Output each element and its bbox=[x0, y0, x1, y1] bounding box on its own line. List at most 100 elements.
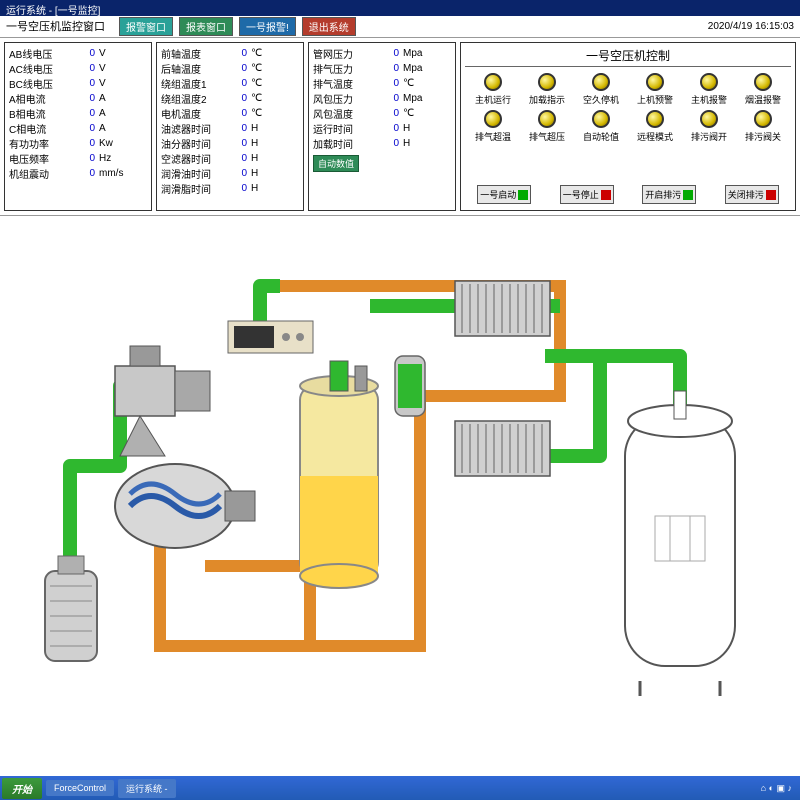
data-unit: H bbox=[251, 168, 279, 179]
led-icon bbox=[592, 110, 610, 128]
data-value: 0 bbox=[221, 48, 251, 59]
task-item[interactable]: 运行系统 - bbox=[118, 779, 176, 798]
data-unit: H bbox=[251, 183, 279, 194]
data-unit: H bbox=[403, 138, 431, 149]
data-value: 0 bbox=[373, 93, 403, 104]
auto-value-button[interactable]: 自动数值 bbox=[313, 155, 359, 172]
start-button[interactable]: 开始 bbox=[2, 778, 42, 799]
data-row: 加载时间0H bbox=[313, 136, 451, 151]
led-label: 自动轮值 bbox=[575, 130, 627, 143]
inlet-valve-icon bbox=[115, 346, 210, 456]
led-icon bbox=[646, 110, 664, 128]
data-value: 0 bbox=[373, 63, 403, 74]
data-row: 油分器时间0H bbox=[161, 136, 299, 151]
data-row: A相电流0A bbox=[9, 91, 147, 106]
data-unit: ℃ bbox=[403, 78, 431, 89]
data-label: 后轴温度 bbox=[161, 61, 221, 76]
data-label: 运行时间 bbox=[313, 121, 373, 136]
led-label: 排污阀开 bbox=[683, 130, 735, 143]
nav-warning-button[interactable]: 一号报警! bbox=[239, 17, 296, 36]
data-label: 油分器时间 bbox=[161, 136, 221, 151]
nav-alarm-button[interactable]: 报警窗口 bbox=[119, 17, 173, 36]
window-titlebar: 运行系统 - [一号监控] bbox=[0, 0, 800, 16]
data-value: 0 bbox=[221, 63, 251, 74]
data-value: 0 bbox=[373, 48, 403, 59]
control-button[interactable]: 开启排污 bbox=[642, 185, 696, 204]
data-value: 0 bbox=[69, 108, 99, 119]
data-unit: ℃ bbox=[251, 78, 279, 89]
data-label: 风包温度 bbox=[313, 106, 373, 121]
control-panel: 一号空压机控制 主机运行加载指示空久停机上机预警主机报警烟温报警排气超温排气超压… bbox=[460, 42, 796, 211]
radiator-bottom-icon bbox=[455, 421, 550, 476]
data-row: 运行时间0H bbox=[313, 121, 451, 136]
panel-electrical: AB线电压0VAC线电压0VBC线电压0VA相电流0AB相电流0AC相电流0A有… bbox=[4, 42, 152, 211]
data-unit: H bbox=[251, 123, 279, 134]
data-value: 0 bbox=[221, 123, 251, 134]
data-row: 排气温度0℃ bbox=[313, 76, 451, 91]
data-label: 有功功率 bbox=[9, 136, 69, 151]
data-row: 电压频率0Hz bbox=[9, 151, 147, 166]
data-value: 0 bbox=[221, 108, 251, 119]
data-row: AB线电压0V bbox=[9, 46, 147, 61]
control-box-icon bbox=[228, 321, 313, 353]
data-row: 管网压力0Mpa bbox=[313, 46, 451, 61]
led-label: 烟温报警 bbox=[737, 93, 789, 106]
data-label: 油滤器时间 bbox=[161, 121, 221, 136]
data-row: 电机温度0℃ bbox=[161, 106, 299, 121]
data-unit: V bbox=[99, 48, 127, 59]
system-tray[interactable]: ⌂ ◐ ▣ ♪ bbox=[761, 783, 798, 794]
data-row: AC线电压0V bbox=[9, 61, 147, 76]
control-title: 一号空压机控制 bbox=[465, 47, 791, 67]
led-label: 排污阀关 bbox=[737, 130, 789, 143]
task-item[interactable]: ForceControl bbox=[46, 780, 114, 796]
data-value: 0 bbox=[221, 78, 251, 89]
data-label: 绕组温度2 bbox=[161, 91, 221, 106]
header-row: 一号空压机监控窗口 报警窗口 报表窗口 一号报警! 退出系统 2020/4/19… bbox=[0, 16, 800, 38]
led-indicator: 排气超压 bbox=[521, 110, 573, 143]
data-value: 0 bbox=[221, 168, 251, 179]
led-label: 主机运行 bbox=[467, 93, 519, 106]
data-row: 空滤器时间0H bbox=[161, 151, 299, 166]
led-icon bbox=[754, 110, 772, 128]
nav-report-button[interactable]: 报表窗口 bbox=[179, 17, 233, 36]
data-value: 0 bbox=[373, 138, 403, 149]
led-icon bbox=[700, 73, 718, 91]
data-unit: H bbox=[403, 123, 431, 134]
data-value: 0 bbox=[373, 78, 403, 89]
led-label: 排气超压 bbox=[521, 130, 573, 143]
data-label: 空滤器时间 bbox=[161, 151, 221, 166]
data-label: 绕组温度1 bbox=[161, 76, 221, 91]
led-indicator: 自动轮值 bbox=[575, 110, 627, 143]
led-indicator: 空久停机 bbox=[575, 73, 627, 106]
led-indicator: 排污阀开 bbox=[683, 110, 735, 143]
data-row: 润滑脂时间0H bbox=[161, 181, 299, 196]
data-row: 排气压力0Mpa bbox=[313, 61, 451, 76]
data-label: 润滑脂时间 bbox=[161, 181, 221, 196]
button-label: 开启排污 bbox=[645, 188, 681, 201]
status-square-icon bbox=[518, 190, 528, 200]
led-indicator: 烟温报警 bbox=[737, 73, 789, 106]
panel-pressure: 管网压力0Mpa排气压力0Mpa排气温度0℃风包压力0Mpa风包温度0℃运行时间… bbox=[308, 42, 456, 211]
data-row: 绕组温度10℃ bbox=[161, 76, 299, 91]
led-icon bbox=[484, 110, 502, 128]
data-value: 0 bbox=[69, 123, 99, 134]
data-unit: ℃ bbox=[403, 108, 431, 119]
data-label: C相电流 bbox=[9, 121, 69, 136]
data-value: 0 bbox=[69, 168, 99, 179]
led-label: 加载指示 bbox=[521, 93, 573, 106]
data-value: 0 bbox=[373, 108, 403, 119]
data-label: A相电流 bbox=[9, 91, 69, 106]
control-button[interactable]: 一号启动 bbox=[477, 185, 531, 204]
data-unit: mm/s bbox=[99, 168, 127, 179]
data-row: 机组震动0mm/s bbox=[9, 166, 147, 181]
data-row: 有功功率0Kw bbox=[9, 136, 147, 151]
status-square-icon bbox=[766, 190, 776, 200]
inlet-filter-icon bbox=[45, 556, 97, 661]
control-button[interactable]: 一号停止 bbox=[560, 185, 614, 204]
data-unit: ℃ bbox=[251, 63, 279, 74]
data-label: 前轴温度 bbox=[161, 46, 221, 61]
nav-exit-button[interactable]: 退出系统 bbox=[302, 17, 356, 36]
data-value: 0 bbox=[221, 153, 251, 164]
control-button[interactable]: 关闭排污 bbox=[725, 185, 779, 204]
led-icon bbox=[592, 73, 610, 91]
